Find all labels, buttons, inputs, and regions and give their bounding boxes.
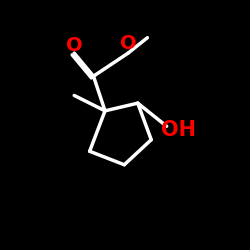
Text: O: O	[120, 34, 136, 53]
Text: O: O	[66, 36, 82, 55]
Text: OH: OH	[161, 120, 196, 140]
